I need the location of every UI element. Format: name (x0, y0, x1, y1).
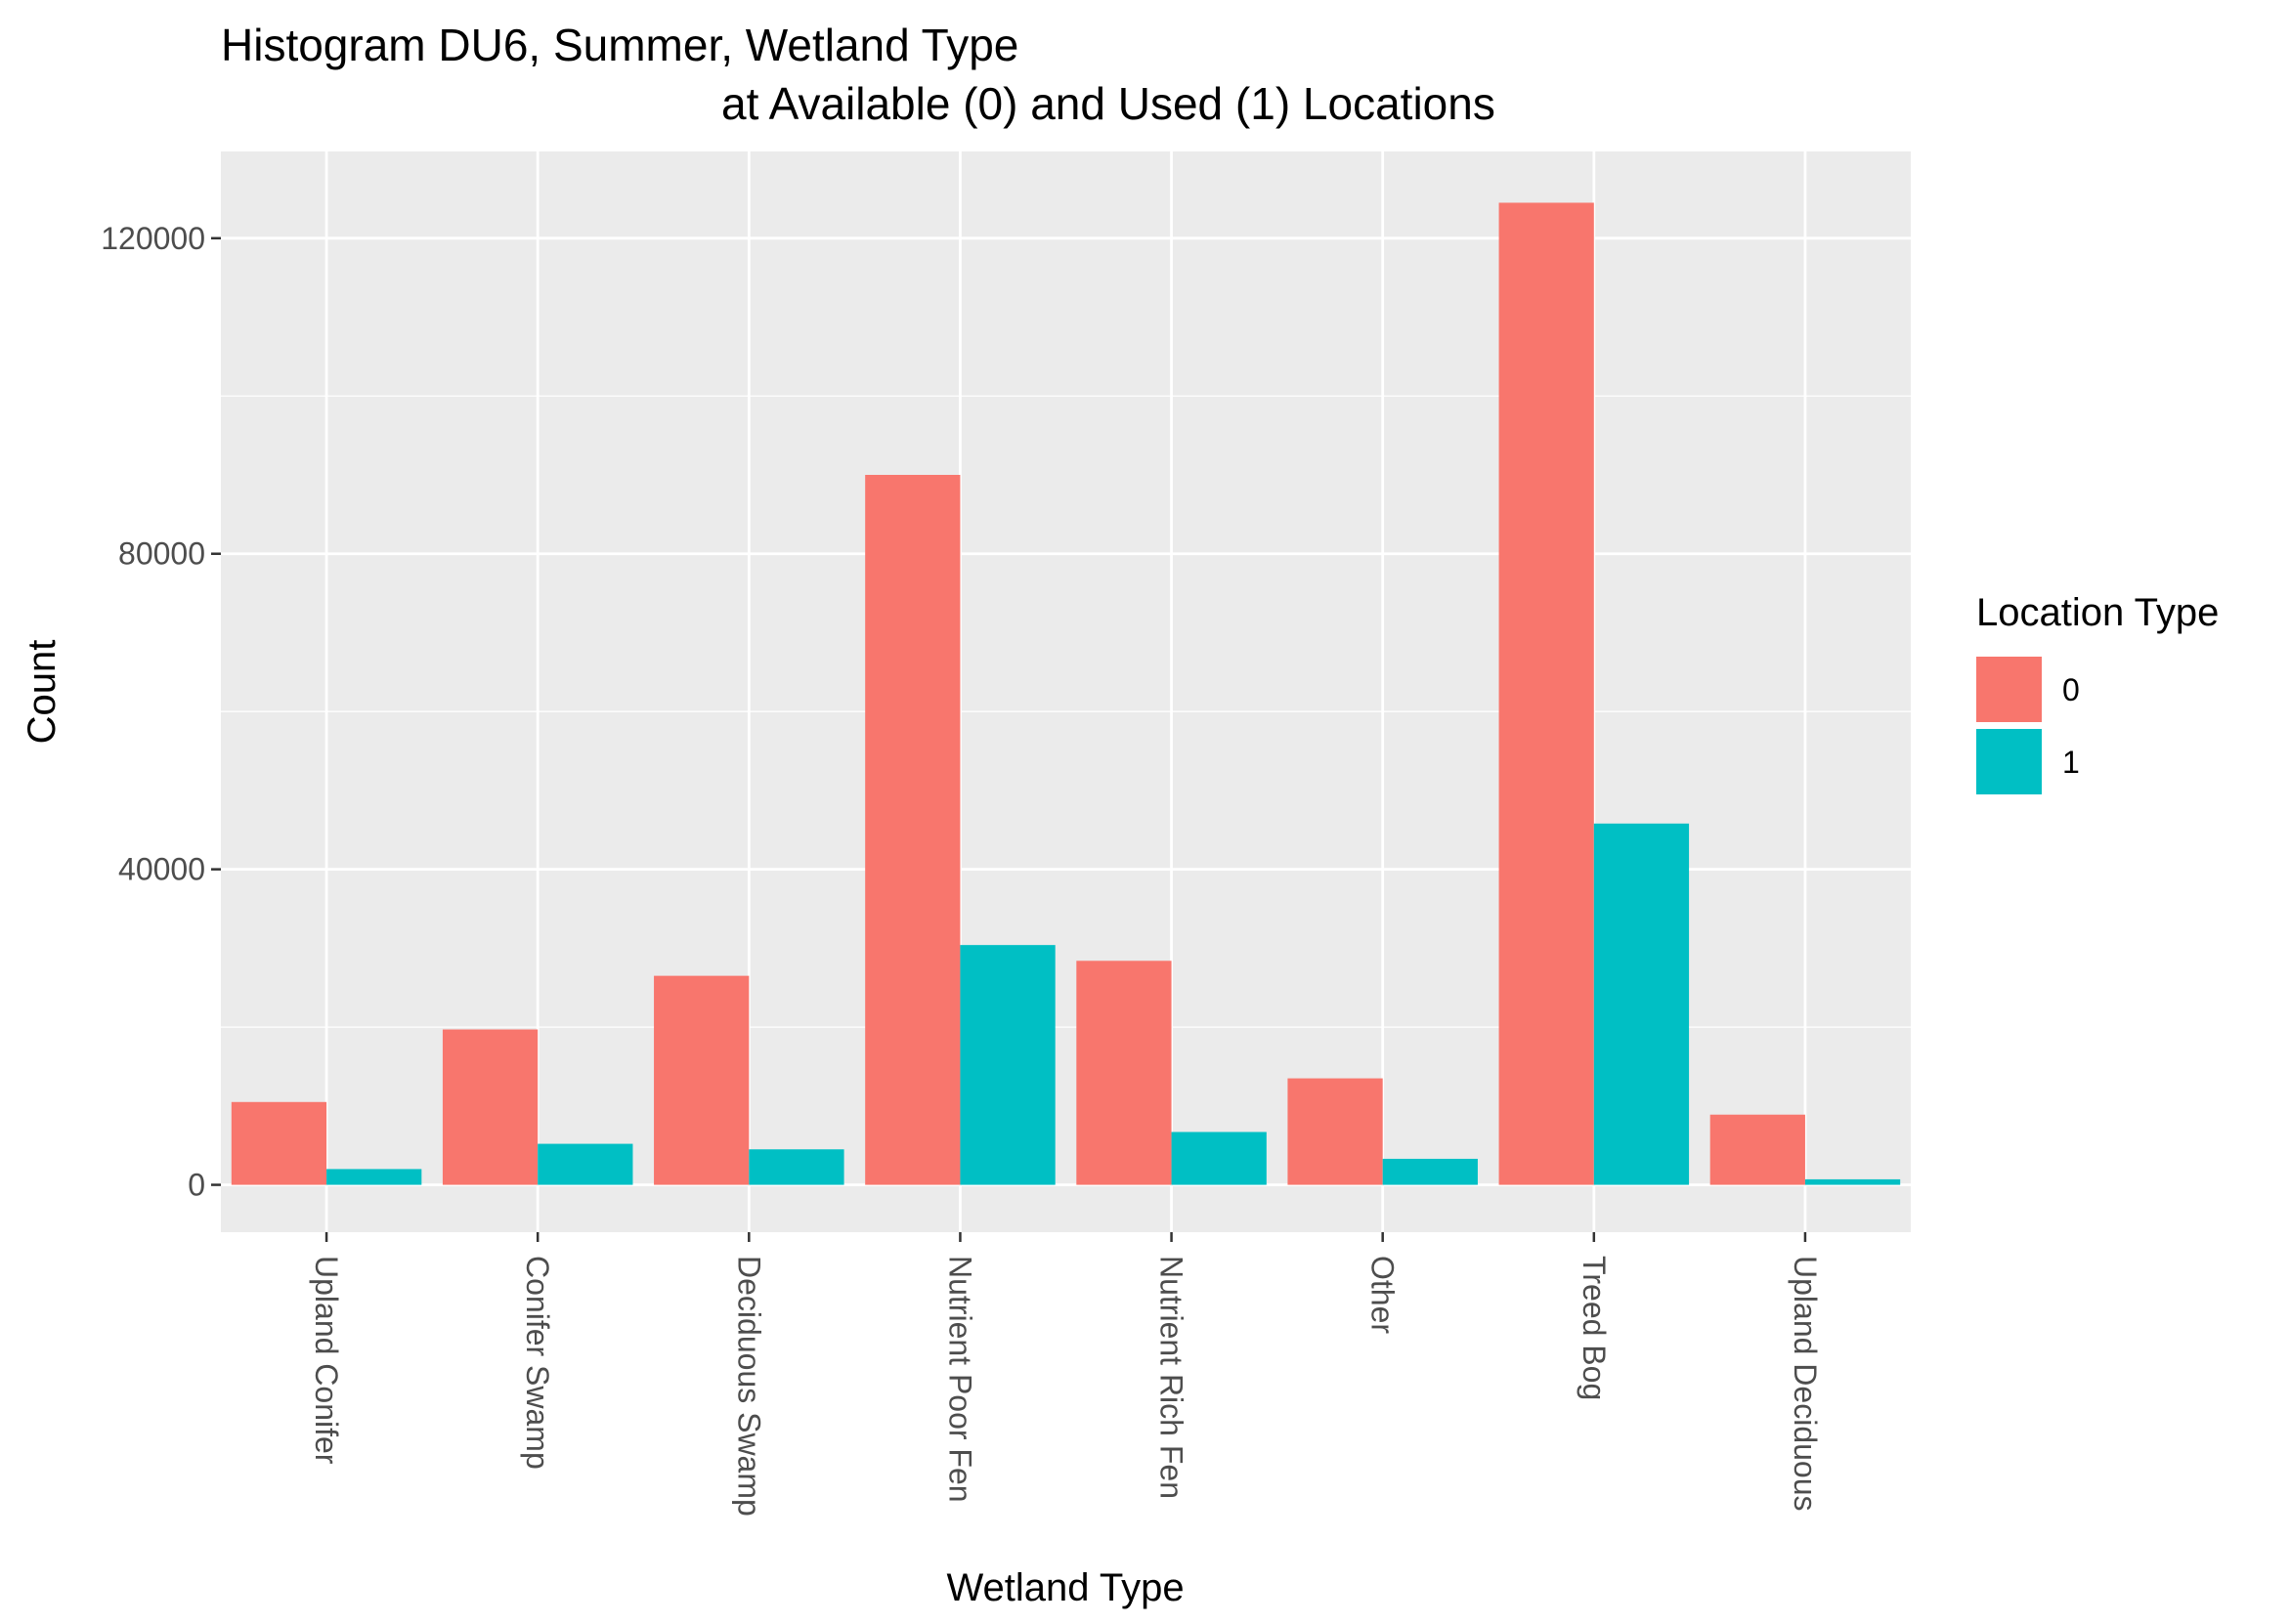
bar (326, 1169, 422, 1185)
y-tick-label: 40000 (118, 852, 205, 887)
x-tick-label: Nutrient Poor Fen (942, 1256, 977, 1503)
y-axis: 0 40000 80000 120000 (101, 221, 221, 1203)
x-axis-title: Wetland Type (946, 1566, 1184, 1609)
bar (654, 975, 750, 1185)
x-axis: Upland Conifer Conifer Swamp Deciduous Swa… (309, 1232, 1823, 1517)
legend-label: 0 (2062, 672, 2080, 707)
x-tick-label: Conifer Swamp (520, 1256, 555, 1470)
y-axis-title: Count (21, 640, 64, 745)
legend-key (1976, 657, 2042, 722)
bar (1593, 823, 1690, 1185)
chart-title-line-1: Histogram DU6, Summer, Wetland Type (221, 20, 1018, 70)
bar (1382, 1158, 1478, 1185)
x-tick-label: Treed Bog (1577, 1256, 1612, 1400)
y-tick-label: 80000 (118, 536, 205, 572)
bar (442, 1029, 539, 1185)
bar (1287, 1078, 1383, 1185)
bar (749, 1149, 844, 1185)
chart-title-line-2: at Available (0) and Used (1) Locations (721, 78, 1495, 129)
bar (865, 474, 961, 1185)
y-tick-label: 0 (188, 1168, 205, 1203)
x-tick-label: Other (1365, 1256, 1401, 1334)
x-tick-label: Nutrient Rich Fen (1154, 1256, 1189, 1499)
bar (960, 945, 1056, 1185)
bars (231, 202, 1901, 1185)
legend: Location Type 0 1 (1976, 591, 2219, 794)
bar (538, 1143, 633, 1185)
legend-title: Location Type (1976, 591, 2219, 634)
bar (1498, 202, 1594, 1185)
legend-key (1976, 729, 2042, 794)
bar (1076, 961, 1172, 1185)
x-tick-label: Upland Conifer (309, 1256, 344, 1465)
x-tick-label: Deciduous Swamp (731, 1256, 766, 1517)
bar (1171, 1132, 1267, 1185)
bar (231, 1101, 327, 1185)
legend-label: 1 (2062, 745, 2080, 780)
x-tick-label: Upland Deciduous (1788, 1256, 1823, 1512)
bar (1804, 1178, 1901, 1185)
y-tick-label: 120000 (101, 221, 205, 256)
bar (1709, 1114, 1805, 1185)
